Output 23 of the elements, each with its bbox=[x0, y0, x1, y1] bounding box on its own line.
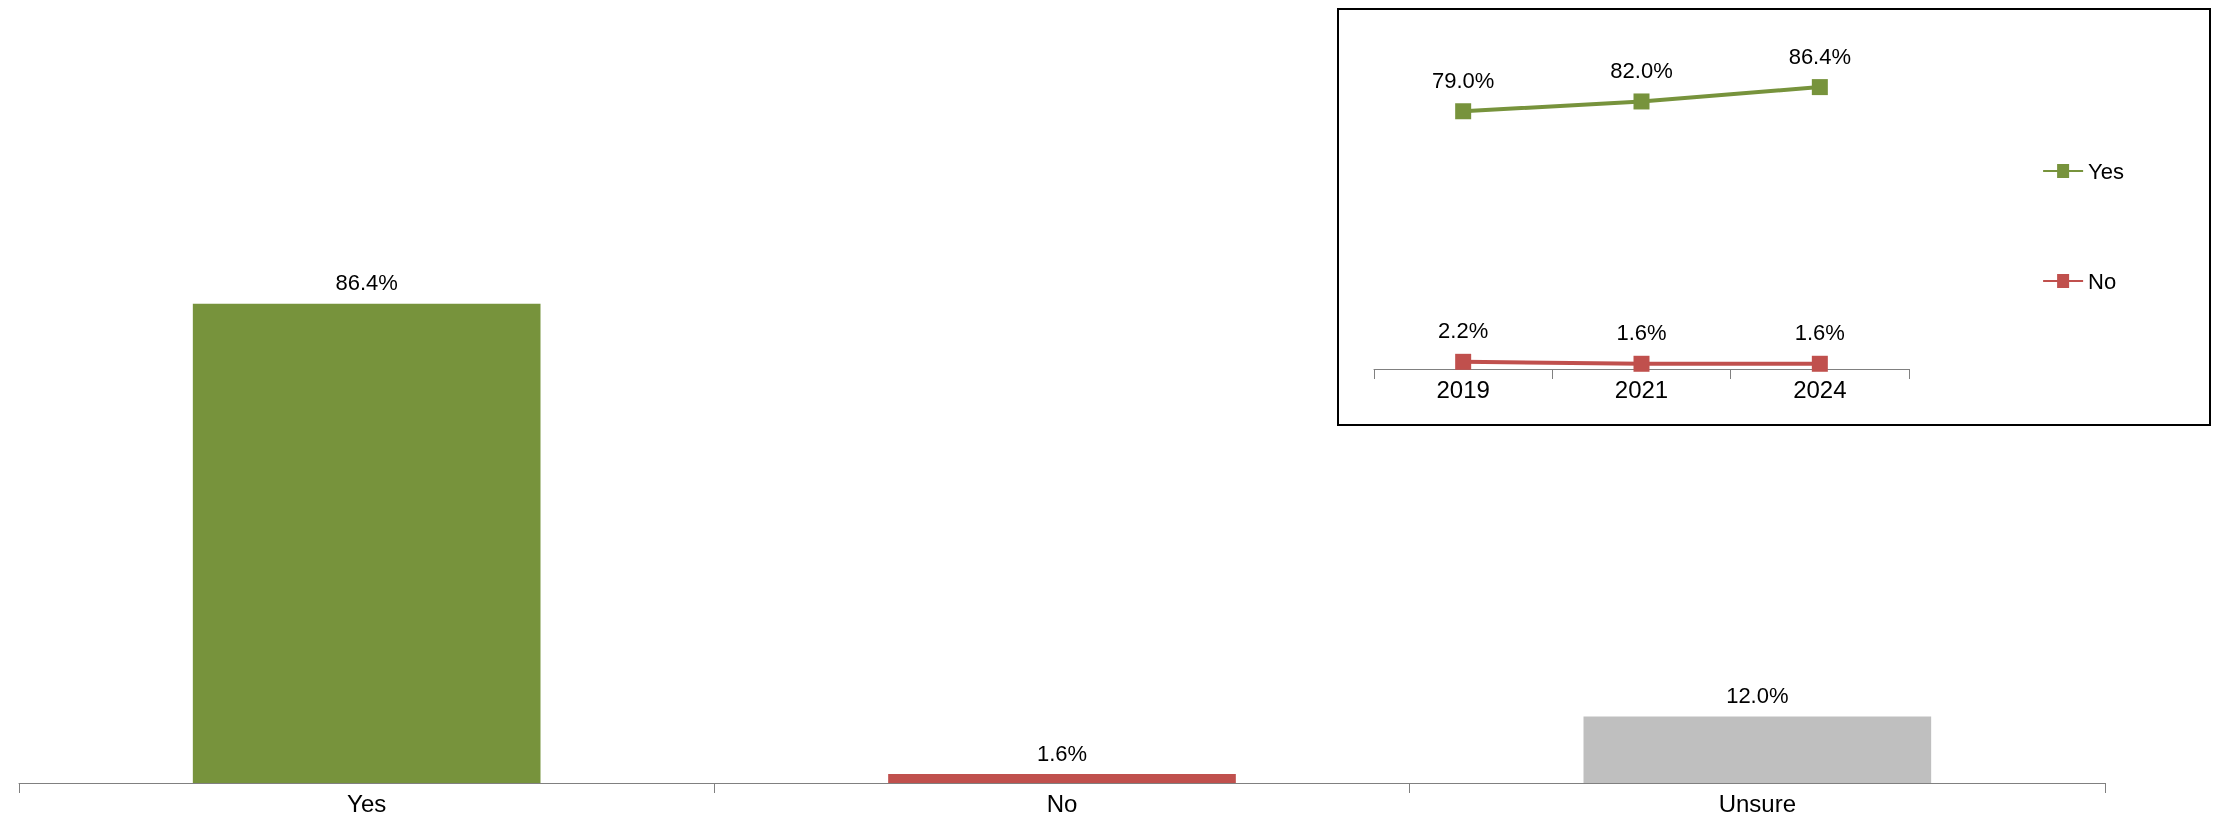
point bbox=[1633, 355, 1650, 372]
data-label: 2.2% bbox=[1438, 318, 1489, 344]
x-tick-label: 2021 bbox=[1614, 375, 1669, 403]
data-label: 86.4% bbox=[1788, 43, 1852, 69]
data-label: 86.4% bbox=[335, 270, 398, 296]
x-tick-label: 2019 bbox=[1436, 375, 1490, 403]
x-tick-label: No bbox=[1046, 789, 1078, 817]
data-label: 82.0% bbox=[1610, 57, 1673, 83]
data-label: 79.0% bbox=[1431, 67, 1495, 93]
x-tick-label: Yes bbox=[347, 789, 387, 817]
data-label: 1.6% bbox=[1036, 740, 1088, 766]
data-label: 12.0% bbox=[1726, 682, 1789, 708]
x-tick-label: 2024 bbox=[1793, 375, 1847, 403]
legend-label: No bbox=[2088, 268, 2117, 294]
point bbox=[1455, 103, 1472, 120]
point bbox=[1455, 353, 1472, 370]
point bbox=[1811, 355, 1828, 372]
x-tick-label: Unsure bbox=[1718, 789, 1797, 817]
data-label: 1.6% bbox=[1616, 320, 1667, 346]
legend-label: Yes bbox=[2088, 158, 2124, 184]
point bbox=[1811, 79, 1828, 96]
data-label: 1.6% bbox=[1794, 320, 1845, 346]
point bbox=[1633, 93, 1650, 110]
